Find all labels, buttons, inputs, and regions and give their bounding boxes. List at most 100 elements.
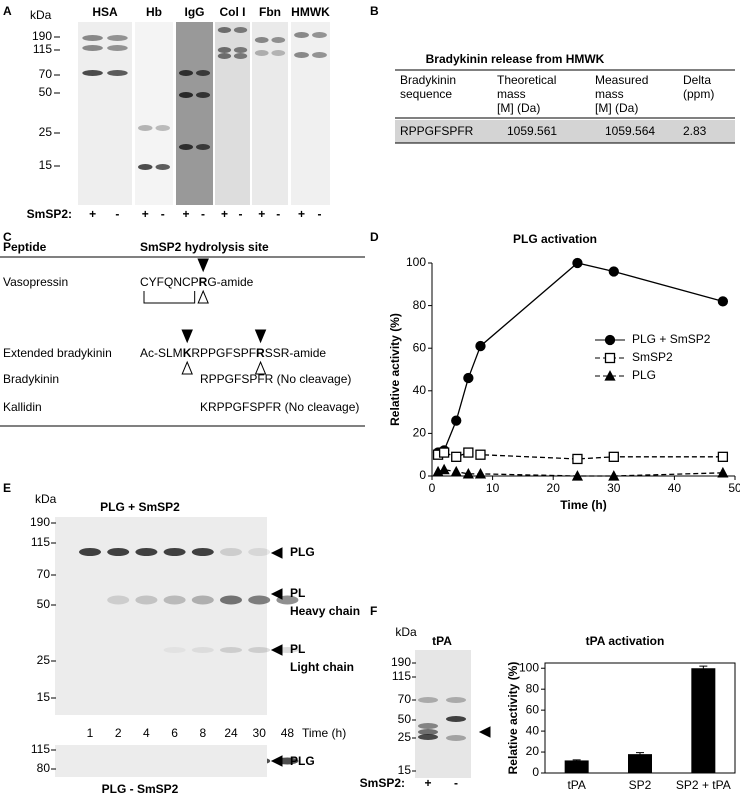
disulfide-bracket xyxy=(143,291,196,304)
lane-label: 4 xyxy=(143,726,150,740)
gel-lane xyxy=(176,22,213,205)
point xyxy=(450,465,462,477)
legend-marker xyxy=(604,334,616,346)
legend-label: PLG xyxy=(632,368,656,382)
lane-label: 6 xyxy=(171,726,178,740)
gel-band xyxy=(178,92,194,98)
point xyxy=(572,257,583,269)
table-cell: 1059.564 xyxy=(605,124,655,138)
y-tick-label: 80 xyxy=(526,681,540,695)
cleavage-site: KRPPGFSPFR (No cleavage) xyxy=(200,400,359,414)
gel-band xyxy=(312,52,327,58)
gel-band xyxy=(138,125,153,131)
point xyxy=(462,467,474,479)
y-tick-label: 0 xyxy=(532,765,539,779)
sign: + xyxy=(221,207,228,221)
point xyxy=(571,470,584,481)
lane-label: 8 xyxy=(199,726,206,740)
band-arrow xyxy=(270,547,283,559)
gel-band xyxy=(271,37,286,43)
gel-band xyxy=(107,595,130,605)
point xyxy=(463,447,474,458)
lane-title: tPA xyxy=(432,634,452,648)
point xyxy=(608,266,619,277)
lane-label: 30 xyxy=(253,726,267,740)
mw-label: 70 xyxy=(37,567,51,581)
lane-title: Hb xyxy=(146,5,162,19)
sign: + xyxy=(258,207,265,221)
row-label: SmSP2: xyxy=(27,207,72,221)
x-tick-label: 40 xyxy=(668,481,682,495)
panel-letter: E xyxy=(3,481,11,495)
point xyxy=(474,467,487,479)
table-row-bg xyxy=(395,120,735,143)
mw-label: 15 xyxy=(37,690,51,704)
sign: + xyxy=(424,776,431,790)
sequence-part: R xyxy=(256,346,265,360)
gel-band xyxy=(233,27,248,33)
point xyxy=(608,451,619,462)
band-arrow xyxy=(270,755,283,767)
gel-band xyxy=(191,595,214,605)
gel-band xyxy=(446,697,466,703)
gel-band xyxy=(155,125,170,131)
sign: + xyxy=(182,207,189,221)
sequence-part: RPPGFSPF xyxy=(191,346,256,360)
gel-band xyxy=(248,548,271,556)
gel-band xyxy=(195,70,211,76)
sign: + xyxy=(89,207,96,221)
sign: - xyxy=(239,207,243,221)
band-label: PLG xyxy=(290,754,315,768)
error-bar xyxy=(572,759,581,761)
y-tick-label: 40 xyxy=(413,383,427,397)
point xyxy=(438,463,450,475)
table-header: mass xyxy=(497,87,526,101)
gel-band xyxy=(195,92,211,98)
y-axis-label: Relative activity (%) xyxy=(388,313,402,426)
band-label: PL xyxy=(290,642,305,656)
unit-label: kDa xyxy=(395,625,417,639)
point xyxy=(717,466,729,478)
band-arrow xyxy=(270,644,283,656)
cleavage-site: Ac-SLMKRPPGFSPFRSSR-amide xyxy=(140,346,326,360)
gel-image xyxy=(55,517,267,715)
gel-band xyxy=(446,716,466,722)
lane-title: HSA xyxy=(92,5,118,19)
cleavage-arrow xyxy=(254,360,267,375)
y-tick-label: 20 xyxy=(526,744,540,758)
mw-label: 25 xyxy=(398,730,412,744)
x-tick-label: 30 xyxy=(607,481,621,495)
table-header: (ppm) xyxy=(683,87,714,101)
band-label: Light chain xyxy=(290,660,354,674)
sequence-part: SSR-amide xyxy=(265,346,327,360)
sequence-part: KRPPGFSPFR (No cleavage) xyxy=(200,400,359,414)
gel-band xyxy=(312,32,327,38)
sequence-part: CYFQNCP xyxy=(140,275,199,289)
legend-marker xyxy=(604,370,616,381)
sign: - xyxy=(201,207,205,221)
table-header: SmSP2 hydrolysis site xyxy=(140,240,269,254)
sign: + xyxy=(298,207,305,221)
sequence-part: R xyxy=(199,275,208,289)
table-header: Measured xyxy=(595,73,648,87)
mw-label: 25 xyxy=(37,653,51,667)
x-tick-label: SP2 + tPA xyxy=(676,778,731,792)
gel-band xyxy=(82,35,103,41)
gel-band xyxy=(191,548,214,556)
gel-band xyxy=(163,548,186,556)
band-label: PLG xyxy=(290,545,315,559)
mw-label: 115 xyxy=(31,742,50,756)
cleavage-arrow xyxy=(181,360,193,375)
point xyxy=(572,453,583,465)
table-cell: RPPGFSPFR xyxy=(400,124,474,138)
gel-band xyxy=(107,45,128,51)
sign: - xyxy=(161,207,165,221)
legend-marker xyxy=(604,352,616,364)
lane-title: Fbn xyxy=(259,5,281,19)
mw-label: 50 xyxy=(39,85,53,99)
point xyxy=(717,451,729,462)
cleavage-arrow xyxy=(197,289,209,304)
table-header: mass xyxy=(595,87,624,101)
gel-band xyxy=(248,595,271,605)
